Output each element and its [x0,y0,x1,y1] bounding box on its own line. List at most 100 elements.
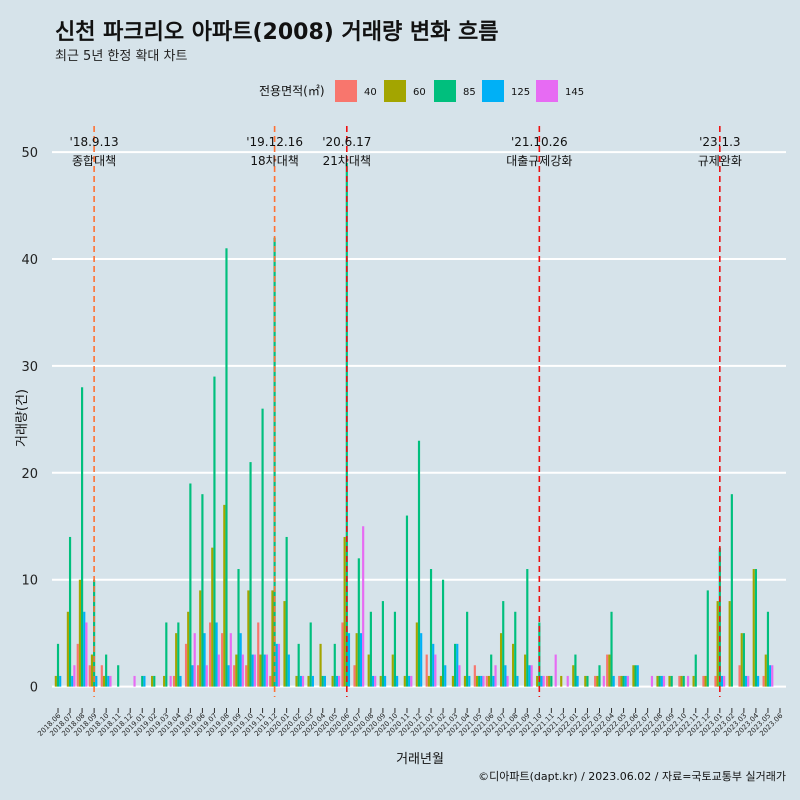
bar-85-2021.10 [538,622,541,687]
bar-60-2019.05 [187,611,190,687]
bar-145-2019.07 [217,654,220,687]
bar-125-2021.07 [504,665,507,687]
bar-85-2023.02 [730,494,733,687]
bar-85-2019.12 [273,237,276,687]
bar-85-2020.05 [333,643,336,687]
y-tick-label: 40 [21,253,38,268]
bar-145-2021.12 [566,675,569,687]
bar-85-2021.08 [514,611,517,687]
bar-60-2022.05 [620,675,623,687]
bar-85-2022.09 [670,675,673,687]
legend-swatch-145 [536,80,558,102]
bar-85-2020.07 [357,558,360,687]
bar-145-2021.09 [530,665,533,687]
bar-40-2022.12 [702,675,705,687]
bar-60-2021.05 [475,675,479,687]
bar-85-2020.11 [405,515,409,687]
bar-60-2021.02 [439,675,442,687]
bar-125-2020.02 [299,675,302,687]
bar-85-2019.05 [189,483,192,687]
bar-60-2021.07 [499,633,503,687]
event-date: '19.12.16 [246,135,303,149]
bar-60-2020.10 [391,654,394,687]
bar-145-2019.10 [253,654,256,687]
bar-85-2022.02 [586,675,589,687]
chart-subtitle: 최근 5년 한정 확대 차트 [55,49,188,64]
bar-125-2021.10 [540,675,543,687]
bar-125-2019.05 [191,665,194,687]
bar-145-2020.02 [301,675,305,687]
bar-85-2022.06 [634,665,637,687]
bar-125-2021.02 [444,665,447,687]
bar-125-2020.07 [359,633,363,687]
bar-85-2021.07 [502,601,505,687]
bar-60-2020.02 [295,675,298,687]
bar-145-2020.08 [374,675,377,687]
bar-60-2019.12 [271,590,274,687]
bar-60-2018.09 [90,654,94,687]
bar-40-2020.07 [353,665,356,687]
bar-125-2022.05 [624,675,627,687]
bar-145-2019.03 [169,675,172,687]
bar-40-2019.11 [257,622,260,687]
bar-60-2019.11 [259,654,262,687]
bar-145-2018.08 [85,622,88,687]
bar-85-2018.10 [105,654,108,687]
bar-145-2021.06 [494,665,497,687]
legend-label: 60 [413,87,426,98]
bar-125-2018.10 [107,675,110,687]
bar-125-2020.05 [335,675,339,687]
bar-85-2022.05 [622,675,625,687]
bar-40-2019.09 [233,665,236,687]
bar-60-2020.12 [415,622,418,687]
bar-125-2019.01 [143,675,146,687]
y-tick-label: 30 [21,360,38,375]
bar-125-2021.03 [456,643,459,687]
bar-125-2021.06 [492,675,495,687]
legend: 전용면적(㎡) 40 60 85 125 145 [259,80,584,102]
axis-layer: 010203040502018.062018.072018.082018.092… [21,146,784,738]
bar-60-2023.01 [716,601,719,687]
bar-85-2022.03 [598,665,601,687]
bar-60-2022.12 [704,675,707,687]
bar-145-2022.07 [650,675,654,687]
bar-85-2018.06 [56,643,60,687]
bar-40-2021.11 [545,675,549,687]
bar-40-2022.04 [606,654,609,687]
bar-60-2018.07 [66,611,69,687]
bar-60-2022.10 [680,675,683,687]
bar-60-2020.09 [379,675,382,687]
bar-60-2021.04 [463,675,467,687]
bar-85-2022.12 [706,590,709,687]
bar-125-2022.06 [636,665,639,687]
bar-40-2019.08 [221,633,224,687]
bar-125-2019.12 [275,643,278,687]
bar-60-2021.03 [451,675,455,687]
bar-60-2021.08 [512,643,515,687]
bar-60-2020.08 [367,654,370,687]
bar-40-2019.05 [184,643,188,687]
bar-60-2022.03 [596,675,599,687]
bar-125-2021.08 [516,675,519,687]
x-axis-label: 거래년월 [396,752,444,767]
bar-60-2022.06 [632,665,635,687]
legend-swatch-40 [335,80,357,102]
bar-60-2020.03 [307,675,310,687]
bar-60-2019.02 [151,675,154,687]
bar-60-2018.10 [102,675,106,687]
bar-125-2023.04 [757,675,760,687]
legend-label: 125 [511,87,530,98]
bar-85-2021.02 [441,579,445,687]
bar-145-2018.07 [73,665,76,687]
bar-60-2021.11 [548,675,551,687]
bar-60-2022.04 [608,654,611,687]
bar-145-2021.05 [482,675,485,687]
bar-125-2018.07 [71,675,74,687]
bar-85-2022.10 [682,675,685,687]
bar-145-2021.11 [554,654,557,687]
event-date: '20.6.17 [322,135,371,149]
y-axis-label: 거래량(건) [15,389,30,447]
bar-125-2020.10 [396,675,399,687]
bar-85-2021.05 [478,675,481,687]
bar-60-2021.01 [427,675,430,687]
